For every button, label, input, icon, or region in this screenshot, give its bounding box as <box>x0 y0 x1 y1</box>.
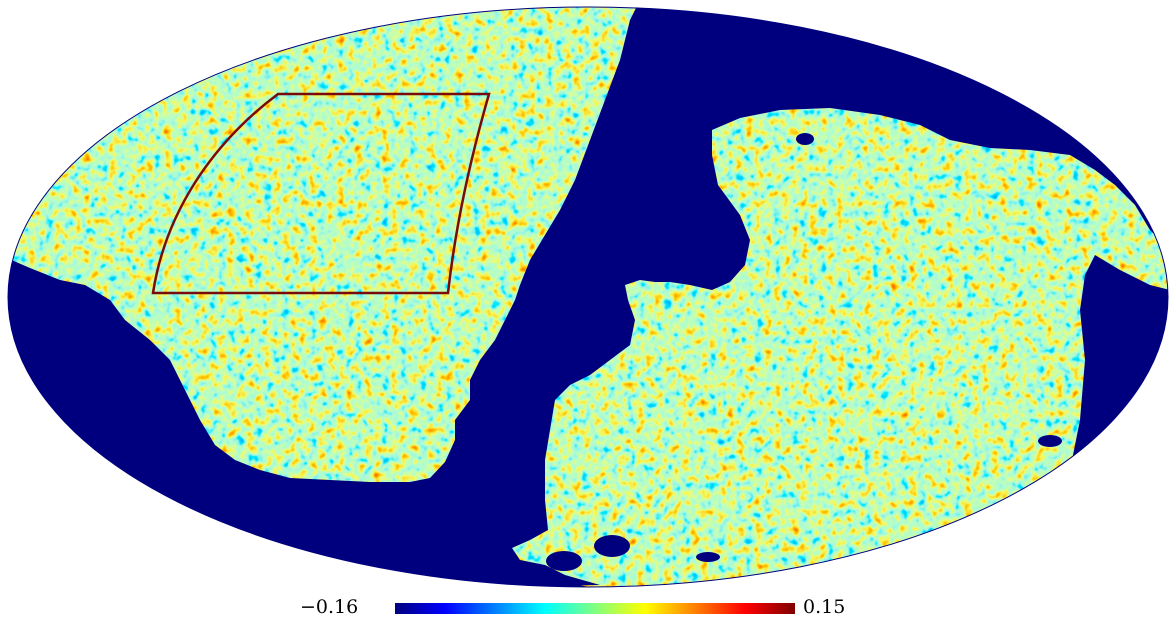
map-border <box>7 6 1169 588</box>
colorbar-min-label: −0.16 <box>300 596 359 618</box>
selected-region-outline <box>151 92 491 295</box>
colorbar <box>395 603 795 614</box>
colorbar-max-label: 0.15 <box>803 596 846 618</box>
sky-map <box>7 6 1169 588</box>
